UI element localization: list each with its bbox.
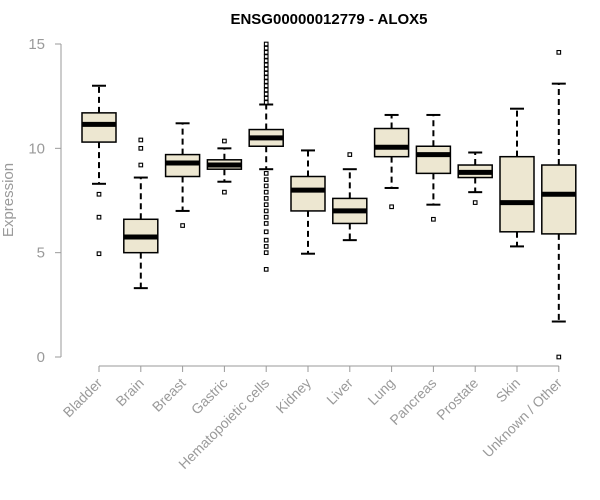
outlier-point [263,100,269,105]
x-tick-label: Prostate [433,375,481,423]
iqr-box [499,155,535,233]
outlier-point [96,214,102,220]
box-prostate [457,151,493,205]
box-lung [373,113,410,210]
box-brain [123,137,159,290]
box-bladder [81,84,117,257]
outlier-point [263,66,269,72]
box-liver [332,152,368,242]
y-tick-label: 5 [37,245,45,262]
outlier-point [96,191,102,197]
outlier-point [263,58,269,64]
y-axis-label: Expression [0,163,17,237]
x-tick-label: Lung [364,375,397,408]
outlier-point [263,79,269,84]
y-tick-label: 15 [28,36,45,53]
outlier-point [263,221,269,226]
x-tick-label: Skin [493,375,524,406]
outlier-point [263,229,269,235]
outlier-point [263,250,269,256]
outlier-point [263,177,269,182]
iqr-box [81,112,117,143]
outlier-point [180,223,185,228]
outlier-point [222,189,227,195]
x-tick-label: Liver [323,375,356,408]
box-group [81,41,577,360]
outlier-point [347,152,353,157]
outlier-point [263,267,269,272]
iqr-box [541,164,577,235]
y-tick-label: 0 [37,349,45,366]
x-tick-label: Unknown / Other [479,375,565,461]
outlier-point [138,145,144,151]
outlier-point [263,49,269,55]
outlier-point [263,41,269,47]
outlier-point [263,62,269,68]
box-breast [164,122,201,228]
outlier-point [389,204,394,210]
outlier-point [263,45,269,51]
outlier-point [263,171,269,176]
box-gastric [206,138,243,195]
iqr-box [415,145,452,175]
outlier-point [263,183,269,189]
outlier-point [96,251,102,257]
outlier-point [263,214,269,220]
outlier-point [263,237,269,243]
outlier-point [263,87,269,93]
box-hematopoietic-cells [248,41,284,272]
outlier-point [263,91,269,97]
x-tick-label: Breast [149,375,189,415]
outlier-point [556,49,562,55]
y-tick-label: 10 [28,140,45,157]
outlier-point [263,95,269,101]
outlier-point [556,354,562,360]
outlier-point [263,202,269,208]
y-axis: 0 5 10 15 [28,36,62,366]
iqr-box [373,127,410,158]
x-tick-label: Bladder [60,375,106,421]
outlier-point [263,244,269,249]
outlier-point [263,83,269,89]
outlier-point [263,54,269,59]
outlier-point [138,162,144,168]
outlier-point [263,189,269,195]
box-skin [499,107,535,248]
outlier-point [263,75,269,80]
outlier-point [263,208,269,214]
x-tick-label: Kidney [273,375,315,417]
outlier-point [472,200,478,205]
box-kidney [290,149,326,255]
outlier-point [431,216,436,222]
box-pancreas [415,113,452,222]
iqr-box [164,153,201,178]
x-tick-label: Brain [112,375,146,409]
chart-title: ENSG00000012779 - ALOX5 [230,11,427,28]
outlier-point [263,70,269,76]
iqr-box [290,175,326,212]
outlier-point [263,196,269,201]
outlier-point [222,138,227,144]
outlier-point [138,137,144,143]
box-unknown-other [541,49,577,360]
